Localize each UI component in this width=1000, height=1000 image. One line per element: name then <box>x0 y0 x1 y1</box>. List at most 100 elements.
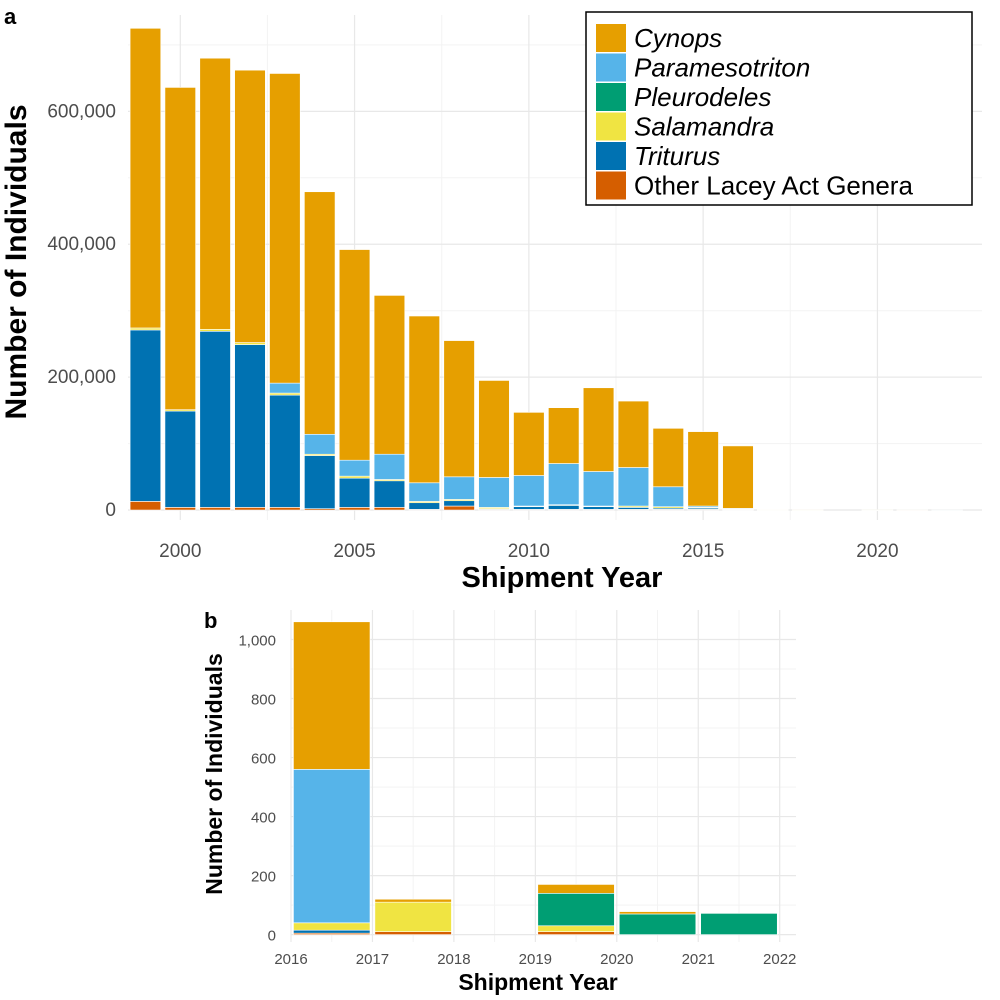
bar-salamandra-2019_5 <box>537 925 615 932</box>
legend-swatch-pleurodeles <box>596 83 626 111</box>
panel-a-y-axis-title: Number of Individuals <box>0 104 33 419</box>
legend: CynopsParamesotritonPleurodelesSalamandr… <box>585 11 973 206</box>
bar-cynops-2016 <box>722 445 754 509</box>
bar-triturus-2001 <box>199 330 231 508</box>
bar-triturus-2011 <box>548 505 580 510</box>
panel-a-x-ticks: 2000 2005 2010 2015 2020 <box>159 541 898 562</box>
bar-paramesotriton-2010 <box>513 475 545 507</box>
bar-triturus-2010 <box>513 506 545 510</box>
bar-paramesotriton-2013 <box>617 467 650 507</box>
x-tick-label: 2022 <box>763 951 796 968</box>
bar-triturus-2002 <box>234 344 266 508</box>
bar-paramesotriton-2005 <box>338 459 371 477</box>
y-tick-label: 800 <box>251 692 276 709</box>
bar-other-lacey-act-genera-2017_5 <box>374 931 452 935</box>
bar-cynops-2016_5 <box>293 621 371 770</box>
bar-triturus-2006 <box>373 480 406 508</box>
x-tick-label: 2021 <box>682 951 715 968</box>
bar-other-lacey-act-genera-1999 <box>129 501 162 511</box>
panel-b-label: b <box>204 608 217 633</box>
bar-salamandra-2017_5 <box>374 901 452 932</box>
bar-paramesotriton-2006 <box>373 453 406 480</box>
bar-triturus-2008 <box>443 500 475 507</box>
bar-cynops-2014 <box>652 428 684 488</box>
x-tick-label: 2018 <box>437 951 470 968</box>
x-tick-label: 2010 <box>508 541 550 562</box>
bar-triturus-2016_5 <box>293 929 371 934</box>
y-tick-label: 0 <box>105 500 116 521</box>
y-tick-label: 1,000 <box>238 633 276 650</box>
bar-paramesotriton-2014 <box>652 486 684 508</box>
bar-other-lacey-act-genera-2000 <box>164 507 196 511</box>
legend-label-salamandra: Salamandra <box>634 112 774 142</box>
bar-paramesotriton-2009 <box>478 477 510 508</box>
panel-a-label: a <box>4 4 17 29</box>
y-tick-label: 600,000 <box>47 101 116 122</box>
legend-swatch-other-lacey-act-genera <box>596 171 626 200</box>
bar-paramesotriton-2008 <box>443 476 475 500</box>
panel-b-bars <box>293 621 778 935</box>
legend-swatch-cynops <box>596 24 626 52</box>
y-tick-label: 200,000 <box>47 367 116 388</box>
legend-label-other-lacey-act-genera: Other Lacey Act Genera <box>634 171 913 201</box>
legend-swatch-paramesotriton <box>596 53 626 82</box>
bar-paramesotriton-2003 <box>269 382 301 394</box>
legend-label-triturus: Triturus <box>634 141 720 171</box>
panel-b-y-ticks: 0 200 400 600 800 1,000 <box>238 633 276 945</box>
y-tick-label: 0 <box>268 928 276 945</box>
bar-other-lacey-act-genera-2008 <box>443 505 475 511</box>
x-tick-label: 2020 <box>856 541 898 562</box>
bar-triturus-2000 <box>164 410 196 508</box>
bar-cynops-2012 <box>582 387 615 472</box>
x-tick-label: 2015 <box>682 541 724 562</box>
bar-cynops-2008 <box>443 340 475 478</box>
bar-triturus-2005 <box>338 477 371 508</box>
bar-cynops-2020_5 <box>618 911 697 915</box>
legend-label-cynops: Cynops <box>634 23 722 53</box>
bar-cynops-2015 <box>687 431 719 507</box>
x-tick-label: 2020 <box>600 951 633 968</box>
bar-cynops-2018 <box>792 509 824 511</box>
legend-swatch-triturus <box>596 142 626 170</box>
panel-a-bars <box>129 27 963 511</box>
bar-cynops-2021 <box>896 509 928 511</box>
bar-salamandra-2016_5 <box>293 922 371 931</box>
legend-label-pleurodeles: Pleurodeles <box>634 82 771 112</box>
bar-other-lacey-act-genera-2003 <box>269 507 301 511</box>
bar-cynops-2011 <box>548 407 580 464</box>
bar-other-lacey-act-genera-2006 <box>373 507 406 511</box>
bar-cynops-2007 <box>408 315 440 484</box>
bar-triturus-2004 <box>304 455 336 510</box>
bar-paramesotriton-2004 <box>304 433 336 455</box>
bar-cynops-2017 <box>757 509 789 511</box>
bar-cynops-1999 <box>129 27 162 329</box>
bar-pleurodeles-2019_5 <box>537 893 615 927</box>
x-tick-label: 2017 <box>356 951 389 968</box>
bar-cynops-2003 <box>269 73 301 384</box>
bar-cynops-2000 <box>164 87 196 410</box>
bar-other-lacey-act-genera-2001 <box>199 507 231 511</box>
bar-triturus-2007 <box>408 502 440 510</box>
bar-cynops-2002 <box>234 69 266 343</box>
bar-cynops-2010 <box>513 412 545 476</box>
legend-box <box>585 11 973 206</box>
bar-pleurodeles-2020_5 <box>618 913 697 935</box>
bar-cynops-2006 <box>373 295 406 455</box>
bar-cynops-2001 <box>199 57 231 330</box>
y-tick-label: 400 <box>251 810 276 827</box>
panel-a-x-axis-title: Shipment Year <box>462 562 663 594</box>
x-tick-label: 2000 <box>159 541 201 562</box>
bar-cynops-2009 <box>478 380 510 478</box>
bar-pleurodeles-2021_5 <box>700 913 778 935</box>
bar-paramesotriton-2011 <box>548 463 580 506</box>
bar-cynops-2004 <box>304 191 336 435</box>
bar-paramesotriton-2007 <box>408 482 440 502</box>
bar-triturus-2012 <box>582 506 615 510</box>
bar-pleurodeles-2022 <box>931 509 963 511</box>
bar-other-lacey-act-genera-2002 <box>234 507 266 511</box>
panel-a-y-ticks: 0 200,000 400,000 600,000 <box>47 101 116 521</box>
panel-b-x-axis-title: Shipment Year <box>458 969 617 995</box>
bar-paramesotriton-2012 <box>582 471 615 507</box>
